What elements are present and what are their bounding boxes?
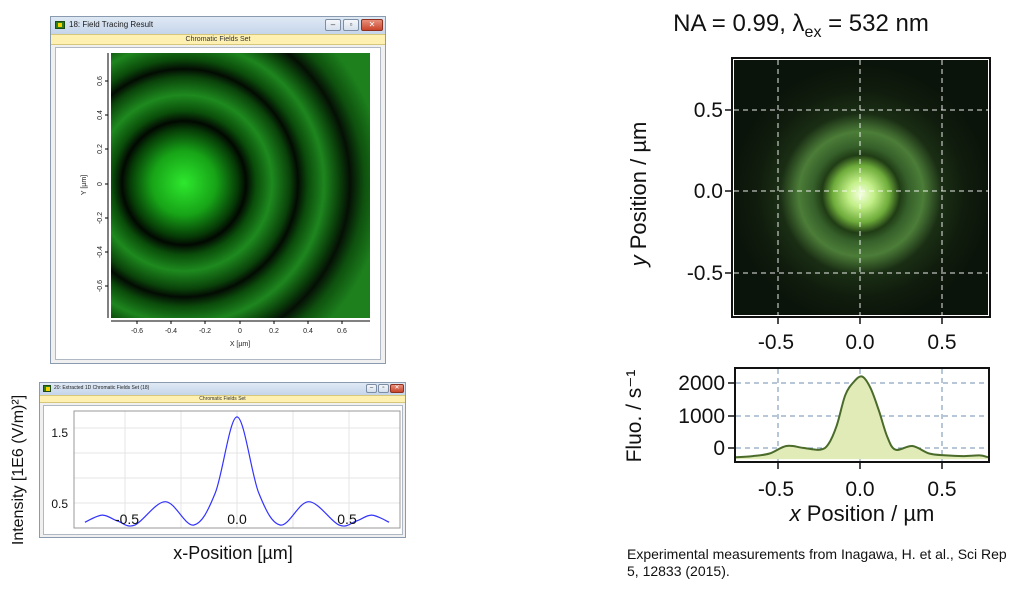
experimental-figure: NA = 0.99, λex = 532 nm 0.5 0.0 -0.5 y P…: [623, 10, 991, 526]
y-tick-label: 0: [97, 182, 104, 186]
figure-title: NA = 0.99, λex = 532 nm: [673, 10, 929, 41]
window-subtitle: Chromatic Fields Set: [185, 36, 251, 43]
x-tick-label: -0.6: [131, 328, 143, 335]
profile-x-axis-label: x Position / µm: [789, 501, 935, 526]
x-position-label: x-Position [µm]: [173, 543, 292, 563]
x-tick-label: 0: [238, 328, 242, 335]
image-y-axis-label: y Position / µm: [626, 122, 651, 269]
image-y-tick-label: 0.5: [694, 99, 723, 122]
citation-caption: Experimental measurements from Inagawa, …: [627, 546, 1007, 579]
profile-line: [735, 375, 989, 459]
image-grid: [734, 60, 988, 315]
profile-y-tick-label: 1000: [678, 405, 725, 428]
image-x-tick-label: 0.0: [845, 331, 874, 354]
y-tick-label: -0.4: [97, 246, 104, 258]
window-subtitle-bar: Chromatic Fields Set: [51, 34, 385, 45]
plot-area: 0.6 0.4 0.2 0 -0.2 -0.4 -0.6 Y [µm]: [55, 47, 381, 360]
profile-x-tick-label: 0.5: [927, 478, 956, 501]
x-tick-label: 0.4: [303, 328, 313, 335]
profile-y-tick-label: 2000: [678, 372, 725, 395]
window-titlebar[interactable]: 18: Field Tracing Result – ▫ ✕: [51, 17, 385, 34]
window-title: 18: Field Tracing Result: [69, 20, 154, 29]
image-y-tick-label: -0.5: [687, 262, 723, 285]
profile-x-tick-label: 0.0: [845, 478, 874, 501]
intensity-profile-line: [84, 416, 390, 527]
window-titlebar[interactable]: 20: Extracted 1D Chromatic Fields Set (1…: [40, 383, 405, 395]
x-tick-label: -0.2: [199, 328, 211, 335]
x-tick-label: -0.4: [165, 328, 177, 335]
fluorescence-image: [734, 60, 988, 315]
x-axis-label: X [µm]: [230, 341, 250, 348]
profile-y-axis-label: Fluo. / s⁻¹: [623, 370, 646, 463]
y-tick-label: 1.5: [51, 426, 68, 440]
profile-area: [736, 376, 988, 460]
extracted-1d-window: 20: Extracted 1D Chromatic Fields Set (1…: [39, 382, 406, 538]
close-icon[interactable]: ✕: [361, 19, 383, 31]
app-icon: [55, 21, 65, 29]
minimize-icon[interactable]: –: [366, 384, 377, 393]
close-icon[interactable]: ✕: [390, 384, 404, 393]
x-tick-labels: -0.6 -0.4 -0.2 0 0.2 0.4 0.6: [131, 328, 347, 335]
y-tick-label: 0.4: [97, 110, 104, 120]
window-subtitle: Chromatic Fields Set: [199, 396, 246, 402]
profile-x-tick-label: -0.5: [758, 478, 794, 501]
maximize-icon[interactable]: ▫: [343, 19, 359, 31]
image-y-tick-label: 0.0: [694, 180, 723, 203]
x-tick-label: 0.2: [269, 328, 279, 335]
x-tick-label: 0.6: [337, 328, 347, 335]
x-tick-label: 0.5: [337, 511, 357, 527]
image-x-tick-label: -0.5: [758, 331, 794, 354]
plot-area: 1.5 1 0.5 -0.5 0.0 0.5: [43, 405, 403, 535]
y-tick-labels: 0.6 0.4 0.2 0 -0.2 -0.4 -0.6: [97, 76, 104, 292]
y-tick-label: 0.6: [97, 76, 104, 86]
y-axis-label: Y [µm]: [81, 175, 88, 195]
y-tick-label: 0.2: [97, 144, 104, 154]
field-tracing-window: 18: Field Tracing Result – ▫ ✕ Chromatic…: [50, 16, 386, 364]
app-icon: [43, 385, 51, 392]
y-tick-label: 1: [61, 451, 68, 465]
y-tick-label: -0.6: [97, 280, 104, 292]
window-title: 20: Extracted 1D Chromatic Fields Set (1…: [54, 385, 150, 391]
field-image: [111, 53, 370, 318]
x-tick-label: -0.5: [115, 511, 139, 527]
window-subtitle-bar: Chromatic Fields Set: [40, 395, 405, 403]
y-tick-label: -0.2: [97, 212, 104, 224]
field-intensity-plot: 0.6 0.4 0.2 0 -0.2 -0.4 -0.6 Y [µm]: [81, 53, 370, 348]
profile-y-tick-label: 0: [713, 437, 725, 460]
maximize-icon[interactable]: ▫: [378, 384, 389, 393]
intensity-axis-label: Intensity [1E6 (V/m)²]: [10, 395, 27, 545]
intensity-profile-plot: 1.5 1 0.5 -0.5 0.0 0.5: [51, 410, 401, 529]
minimize-icon[interactable]: –: [325, 19, 341, 31]
image-x-tick-label: 0.5: [927, 331, 956, 354]
y-tick-label: 0.5: [51, 497, 68, 511]
x-tick-label: 0.0: [227, 511, 247, 527]
